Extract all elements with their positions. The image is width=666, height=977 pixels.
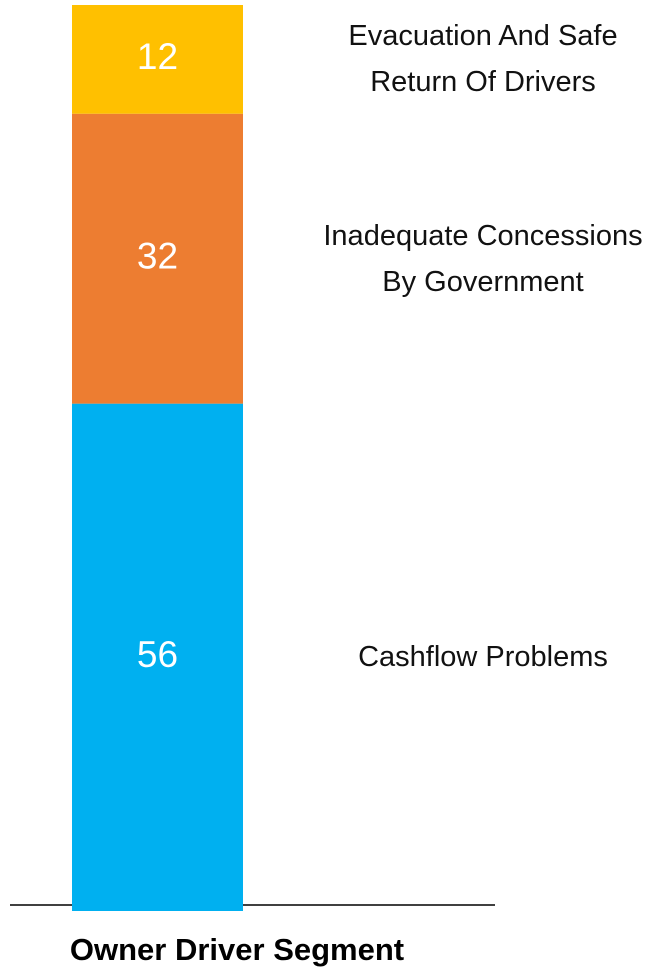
- bar-segment: [72, 113, 243, 404]
- data-label: 32: [137, 235, 178, 276]
- data-label: 56: [137, 634, 178, 675]
- bar-segment: [72, 403, 243, 911]
- bar-segment: [72, 5, 243, 114]
- x-tick-label: Owner Driver Segment: [69, 932, 405, 967]
- data-label: 12: [137, 36, 178, 77]
- legend-label: Cashflow Problems: [358, 641, 608, 674]
- legend-label: Evacuation And Safe Return Of Drivers: [348, 20, 618, 99]
- legend-label: Inadequate Concessions By Government: [323, 219, 643, 298]
